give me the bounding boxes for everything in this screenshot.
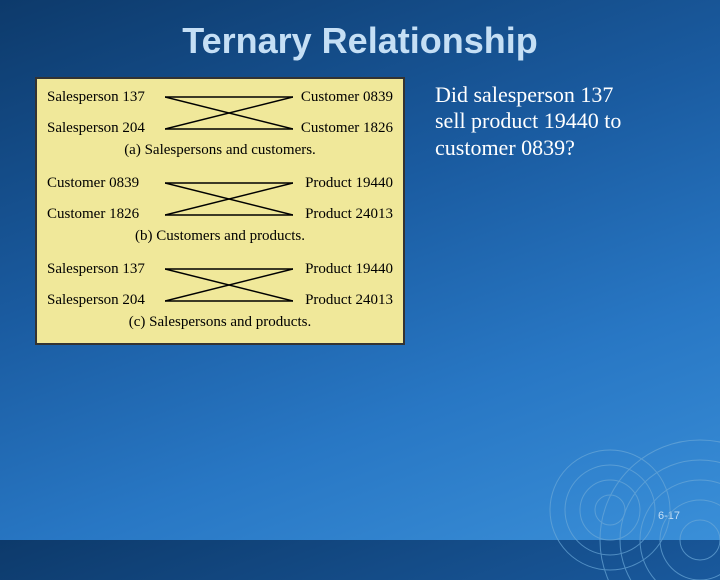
group-c: Salesperson 137 Salesperson 204 Product … <box>47 259 393 331</box>
group-b: Customer 0839 Customer 1826 Product 1944… <box>47 173 393 245</box>
group-a: Salesperson 137 Salesperson 204 Customer… <box>47 87 393 159</box>
slide-title: Ternary Relationship <box>0 0 720 77</box>
group-a-lines-icon <box>165 91 293 135</box>
relationship-diagram-panel: Salesperson 137 Salesperson 204 Customer… <box>35 77 405 345</box>
group-a-right-top: Customer 0839 <box>301 89 393 106</box>
group-c-left-top: Salesperson 137 <box>47 261 145 278</box>
group-b-left-top: Customer 0839 <box>47 175 139 192</box>
group-b-right-bot: Product 24013 <box>305 206 393 223</box>
group-c-left-bot: Salesperson 204 <box>47 292 145 309</box>
group-a-cross: Salesperson 137 Salesperson 204 Customer… <box>47 87 393 139</box>
group-c-lines-icon <box>165 263 293 307</box>
group-c-cross: Salesperson 137 Salesperson 204 Product … <box>47 259 393 311</box>
group-c-right-top: Product 19440 <box>305 261 393 278</box>
content-row: Salesperson 137 Salesperson 204 Customer… <box>0 77 720 345</box>
group-c-right-bot: Product 24013 <box>305 292 393 309</box>
group-b-lines-icon <box>165 177 293 221</box>
decorative-arcs-icon <box>500 360 720 580</box>
slide-question-text: Did salesperson 137 sell product 19440 t… <box>405 77 635 161</box>
group-b-cross: Customer 0839 Customer 1826 Product 1944… <box>47 173 393 225</box>
group-a-left-top: Salesperson 137 <box>47 89 145 106</box>
group-b-left-bot: Customer 1826 <box>47 206 139 223</box>
group-b-right-top: Product 19440 <box>305 175 393 192</box>
page-number: 6-17 <box>658 510 680 522</box>
group-a-right-bot: Customer 1826 <box>301 120 393 137</box>
group-a-caption: (a) Salespersons and customers. <box>47 142 393 159</box>
group-b-caption: (b) Customers and products. <box>47 228 393 245</box>
group-c-caption: (c) Salespersons and products. <box>47 314 393 331</box>
group-a-left-bot: Salesperson 204 <box>47 120 145 137</box>
